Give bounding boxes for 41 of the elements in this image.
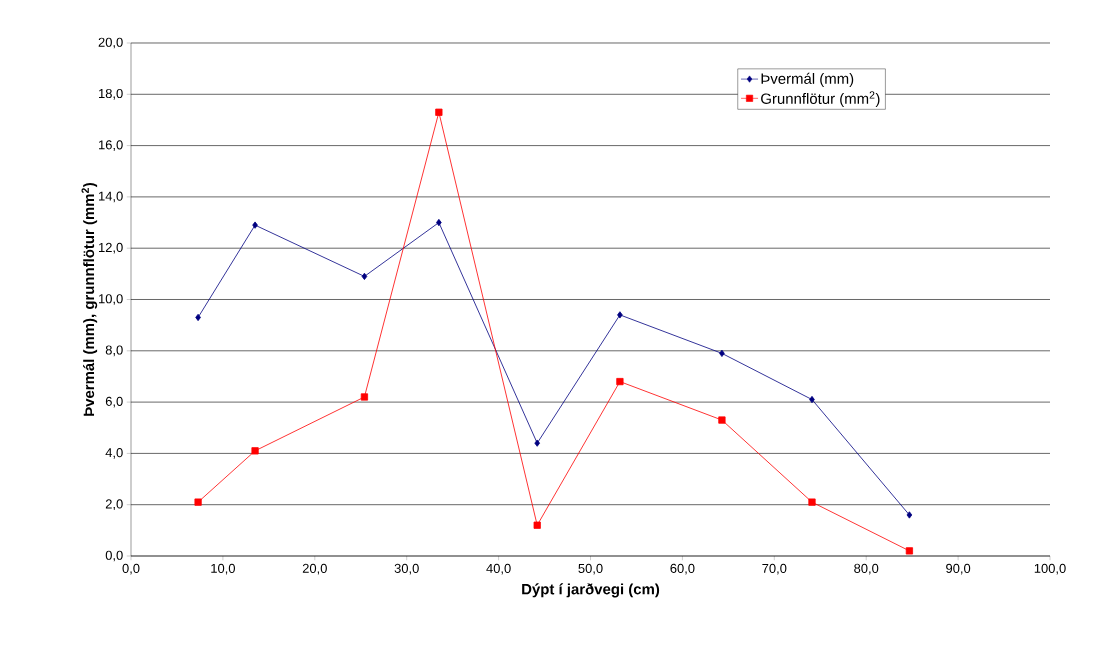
y-tick-label: 8,0 [105,345,123,357]
point [616,377,624,386]
x-tick-label: 10,0 [211,563,235,575]
point [808,498,816,506]
legend-label: Grunnflötur (mm$^{2}$) [761,91,880,107]
x-tick-label: 80,0 [854,563,879,575]
point [252,221,258,229]
y-tick-label: 10,0 [99,294,123,305]
point [718,416,726,424]
y-tick-label: 14,0 [99,191,123,203]
point [719,349,725,357]
y-tick-label: 0,0 [105,550,123,562]
point [905,547,914,555]
y-tick-label: 18,0 [99,88,123,100]
y-tick-label: 20,0 [98,37,123,49]
x-tick-label: 40,0 [486,563,511,575]
x-tick-label: 100,0 [1034,563,1066,575]
point [360,393,369,401]
x-axis-title: Dýpt í jarðvegi (cm) [522,583,660,598]
point [251,447,259,455]
point [534,439,541,447]
x-tick-label: 20,0 [302,563,327,575]
y-tick-label: 2,0 [105,499,123,511]
y-axis-title: Þvermál (mm), grunnflötur (mm$^{2}$) [81,182,98,416]
y-tick-label: 16,0 [99,140,123,151]
x-tick-label: 70,0 [762,563,787,575]
point [194,498,202,506]
x-tick-label: 0,0 [122,563,140,575]
point [533,521,541,529]
point [617,311,623,319]
x-tick-label: 50,0 [578,563,603,575]
x-tick-label: 90,0 [946,563,971,575]
y-tick-label: 12,0 [99,242,123,254]
x-tick-label: 30,0 [394,563,419,575]
y-tick-label: 6,0 [105,396,123,408]
point [361,272,368,281]
point [906,511,913,519]
y-tick-label: 4,0 [105,448,123,459]
legend-label: Þvermál (mm) [761,72,854,87]
point [435,108,443,116]
x-tick-label: 60,0 [670,563,695,575]
